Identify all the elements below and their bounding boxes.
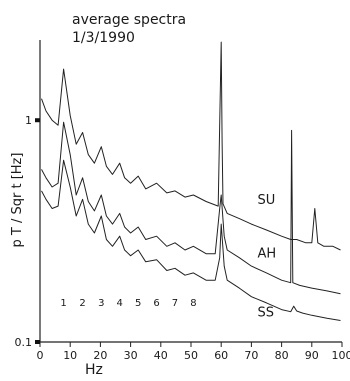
peak-label-1: 1 (60, 298, 66, 309)
series-label-ah: AH (257, 247, 276, 262)
y-axis-label: p T / Sqr t [Hz] (10, 153, 25, 248)
x-tick-label-9: 90 (305, 349, 319, 362)
chart-title-line-1: average spectra (72, 12, 186, 28)
x-tick-label-5: 50 (184, 349, 198, 362)
x-tick-label-2: 20 (93, 349, 107, 362)
y-tick-0 (35, 340, 40, 344)
peak-label-5: 5 (135, 298, 141, 309)
x-tick-label-6: 60 (214, 349, 228, 362)
x-tick-label-1: 10 (63, 349, 77, 362)
peak-label-2: 2 (79, 298, 85, 309)
peak-label-7: 7 (172, 298, 178, 309)
series-label-ss: SS (257, 306, 274, 321)
x-tick-label-3: 30 (124, 349, 138, 362)
peak-labels: 1 2 3 4 5 6 7 8 (60, 298, 196, 309)
peak-label-8: 8 (190, 298, 196, 309)
peak-label-4: 4 (117, 298, 123, 309)
y-tick-label-0: 0.1 (15, 336, 33, 349)
axes: 0 10 20 30 40 50 60 70 80 90 100 0.1 1 (15, 40, 350, 362)
x-tick-label-8: 80 (275, 349, 289, 362)
y-tick-label-1: 1 (25, 114, 32, 127)
series-line-ah (41, 121, 341, 295)
series-lines (41, 41, 341, 321)
y-tick-1 (35, 118, 40, 123)
peak-label-3: 3 (98, 298, 104, 309)
series-line-ss (41, 159, 341, 321)
chart-title-line-2: 1/3/1990 (72, 30, 135, 46)
x-axis-label: Hz (85, 362, 103, 378)
x-tick-label-0: 0 (37, 349, 44, 362)
x-tick-label-7: 70 (244, 349, 258, 362)
x-tick-label-10: 100 (332, 349, 350, 362)
peak-label-6: 6 (153, 298, 159, 309)
series-labels: SU AH SS (257, 193, 276, 321)
x-tick-label-4: 40 (154, 349, 168, 362)
series-label-su: SU (257, 193, 275, 208)
series-line-su (41, 41, 341, 251)
